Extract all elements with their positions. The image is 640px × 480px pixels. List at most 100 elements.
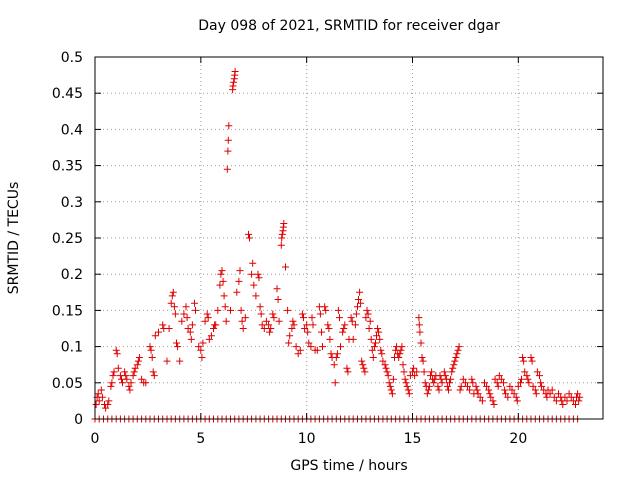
data-point-255	[438, 379, 446, 387]
data-point-79	[218, 267, 226, 275]
data-point-156	[324, 321, 332, 329]
data-point-96	[235, 277, 243, 285]
y-tick-label: 0.45	[52, 86, 83, 102]
data-point-39	[150, 372, 158, 380]
data-point-273	[459, 375, 467, 383]
data-point-49	[170, 303, 178, 311]
data-point-144	[305, 339, 313, 347]
data-point-261	[446, 379, 453, 387]
data-point-59	[186, 328, 194, 336]
data-point-338	[565, 390, 573, 398]
data-point-225	[403, 382, 411, 390]
y-tick-label: 0.05	[52, 376, 83, 392]
data-point-297	[500, 379, 507, 387]
data-point-278	[469, 379, 477, 387]
data-point-5	[98, 393, 106, 401]
y-tick-label: 0.1	[61, 340, 83, 356]
y-tick-label: 0.25	[52, 231, 83, 247]
data-point-119	[270, 314, 278, 322]
data-point-9	[105, 397, 113, 405]
data-point-110	[256, 303, 264, 311]
x-tick-label: 20	[509, 431, 527, 447]
data-point-303	[510, 390, 518, 398]
data-point-326	[543, 393, 551, 401]
data-point-185	[360, 364, 368, 372]
data-point-125	[278, 230, 286, 238]
data-point-283	[476, 393, 484, 401]
data-point-233	[415, 314, 423, 322]
data-point-193	[368, 346, 376, 354]
data-point-302	[508, 386, 516, 394]
data-point-77	[216, 281, 224, 289]
data-point-232	[413, 368, 421, 376]
y-tick-label: 0.5	[61, 50, 83, 66]
y-tick-label: 0.2	[61, 267, 83, 283]
data-point-191	[366, 317, 374, 325]
data-point-212	[389, 375, 397, 383]
data-point-55	[180, 310, 188, 318]
data-point-130	[284, 306, 292, 314]
data-point-167	[337, 343, 344, 351]
data-point-60	[187, 335, 195, 343]
data-point-192	[367, 335, 375, 343]
data-point-234	[415, 321, 423, 329]
data-point-24	[126, 386, 134, 394]
data-point-163	[332, 354, 340, 361]
data-point-221	[399, 361, 407, 369]
data-point-223	[401, 375, 409, 383]
data-point-67	[199, 339, 207, 347]
data-point-69	[203, 310, 211, 318]
data-point-341	[572, 401, 579, 408]
data-point-155	[322, 306, 330, 314]
data-point-147	[309, 321, 317, 329]
data-point-322	[537, 379, 545, 387]
data-point-94	[231, 68, 239, 75]
data-point-82	[221, 303, 229, 311]
data-point-38	[149, 368, 157, 376]
data-point-106	[250, 281, 258, 289]
data-point-105	[249, 259, 257, 267]
data-point-85	[224, 147, 232, 155]
data-point-220	[398, 343, 406, 351]
data-point-71	[205, 335, 213, 343]
data-point-314	[525, 379, 533, 387]
data-point-330	[550, 393, 558, 401]
data-point-294	[494, 382, 502, 390]
data-point-138	[296, 346, 304, 354]
data-point-13	[110, 368, 118, 376]
data-point-137	[294, 350, 302, 358]
data-point-166	[336, 314, 343, 322]
data-point-162	[331, 379, 339, 387]
data-point-337	[563, 397, 571, 405]
data-point-11	[108, 379, 116, 387]
data-point-328	[546, 390, 554, 398]
data-point-65	[197, 346, 205, 354]
data-point-164	[333, 350, 341, 358]
data-point-121	[274, 296, 282, 303]
data-point-153	[319, 343, 326, 351]
data-point-320	[533, 368, 541, 376]
data-point-196	[372, 339, 379, 347]
data-point-177	[351, 321, 359, 329]
data-point-142	[303, 321, 311, 329]
data-point-243	[424, 386, 432, 394]
data-point-206	[383, 368, 391, 376]
data-point-133	[288, 325, 296, 332]
data-point-186	[361, 368, 369, 376]
data-point-47	[168, 292, 176, 300]
data-point-199	[375, 328, 383, 336]
data-point-25	[127, 379, 135, 387]
data-point-226	[404, 386, 412, 394]
data-point-316	[528, 357, 536, 365]
data-point-22	[123, 375, 131, 383]
data-point-112	[258, 321, 266, 329]
data-point-285	[481, 379, 488, 387]
data-point-62	[191, 299, 198, 307]
data-point-149	[313, 346, 321, 354]
data-point-240	[421, 379, 429, 387]
data-point-311	[521, 368, 529, 376]
data-point-235	[416, 328, 424, 336]
data-point-171	[343, 364, 351, 372]
data-point-319	[532, 390, 540, 398]
data-point-266	[451, 357, 459, 365]
